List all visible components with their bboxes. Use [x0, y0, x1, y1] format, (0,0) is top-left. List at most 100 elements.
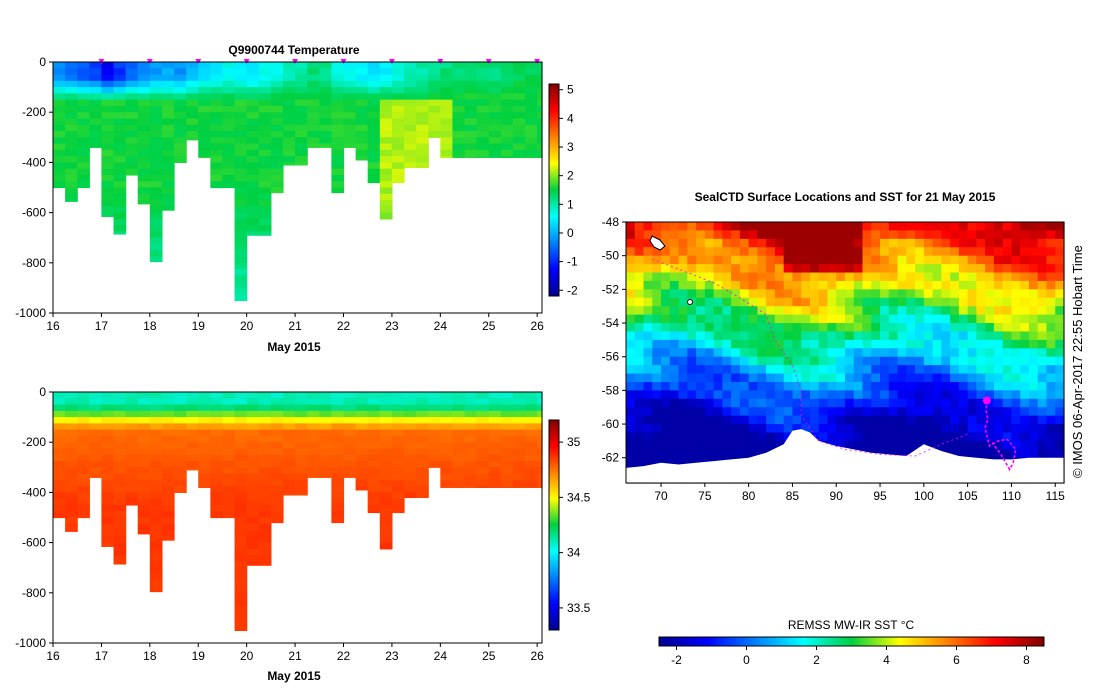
salinity-cell — [113, 473, 127, 481]
temperature-cell — [391, 124, 405, 132]
temperature-cell — [379, 156, 393, 163]
sst-cell — [1055, 356, 1065, 366]
temperature-cell — [258, 99, 272, 107]
sst-cell — [731, 314, 741, 324]
sst-cell — [809, 272, 820, 282]
temperature-cell — [65, 174, 78, 182]
temperature-cell — [404, 74, 417, 82]
sst-cell — [993, 356, 1004, 366]
sst-cell — [722, 238, 732, 248]
sst-cell — [871, 297, 881, 307]
temperature-cell — [161, 87, 175, 94]
temperature-cell — [270, 87, 284, 94]
salinity-cell — [258, 523, 272, 531]
sst-cell — [792, 356, 802, 366]
salinity-cell — [355, 392, 369, 399]
salinity-cell — [464, 479, 478, 487]
salinity-cell — [319, 392, 332, 399]
sst-colorbar-tick-label: 8 — [1023, 653, 1030, 667]
sst-cell — [634, 280, 645, 290]
sst-cell — [757, 331, 767, 341]
sst-cell — [634, 356, 645, 366]
temperature-cell — [234, 181, 248, 189]
temperature-cell — [137, 118, 151, 126]
sst-cell — [906, 365, 916, 375]
sst-cell — [713, 222, 723, 232]
temperature-cell — [161, 143, 175, 151]
salinity-cell — [258, 404, 272, 412]
sst-cell — [1046, 247, 1056, 257]
salinity-cell — [149, 423, 163, 431]
temperature-cell — [65, 193, 78, 201]
sst-cell — [1037, 297, 1048, 307]
temperature-cell — [65, 137, 78, 145]
temperature-cell — [161, 62, 175, 69]
sst-cell — [1055, 255, 1065, 265]
temperature-cell — [113, 193, 127, 201]
y-tick-label: -400 — [22, 485, 46, 499]
temperature-cell — [222, 162, 236, 170]
temperature-cell — [234, 156, 248, 163]
sst-cell — [696, 373, 706, 383]
sst-cell — [661, 297, 671, 307]
sst-cell — [687, 339, 697, 349]
sst-cell — [932, 424, 942, 434]
sst-cell — [967, 432, 977, 442]
temperature-cell — [258, 149, 272, 157]
sst-cell — [1055, 432, 1065, 442]
lon-tick-label: 115 — [1046, 489, 1065, 503]
temperature-cell — [125, 124, 139, 132]
sst-cell — [932, 432, 942, 442]
salinity-cell — [319, 461, 332, 468]
salinity-cell — [77, 404, 90, 412]
sst-cell — [634, 432, 645, 442]
salinity-cell — [161, 536, 175, 541]
sst-cell — [985, 424, 995, 434]
sst-cell — [669, 348, 680, 358]
salinity-cell — [234, 467, 248, 475]
temperature-cell — [65, 93, 78, 101]
salinity-cell — [379, 536, 393, 544]
salinity-cell — [234, 530, 248, 537]
temperature-cell — [367, 99, 381, 107]
temperature-cell — [416, 137, 429, 145]
sst-cell — [1028, 356, 1039, 366]
temperature-cell — [149, 105, 163, 113]
sst-cell — [652, 272, 662, 282]
temperature-title: Q9900744 Temperature — [228, 43, 360, 57]
salinity-cell — [125, 492, 139, 500]
sst-cell — [739, 280, 750, 290]
salinity-cell — [343, 435, 357, 443]
sst-cell — [687, 264, 697, 274]
temperature-cell — [512, 105, 526, 113]
sst-cell — [941, 331, 951, 341]
salinity-cell — [282, 479, 296, 487]
sst-cell — [845, 365, 855, 375]
temperature-cell — [210, 62, 224, 69]
sst-cell — [897, 222, 907, 232]
temperature-cell — [65, 162, 78, 170]
temperature-cell — [391, 131, 405, 138]
sst-cell — [661, 264, 671, 274]
temperature-cell — [222, 174, 236, 182]
sst-cell — [958, 390, 969, 400]
salinity-cell — [331, 461, 345, 468]
sst-cell — [932, 373, 942, 383]
temperature-cell — [125, 168, 139, 176]
sst-cell — [643, 289, 653, 299]
salinity-cell — [452, 410, 466, 418]
sst-cell — [1046, 314, 1056, 324]
sst-colorbar-label: REMSS MW-IR SST °C — [788, 618, 915, 632]
sst-cell — [809, 230, 820, 240]
salinity-cell — [65, 498, 78, 506]
sst-cell — [1002, 255, 1013, 265]
sst-cell — [774, 415, 785, 425]
salinity-cell — [65, 523, 78, 531]
sst-cell — [722, 323, 732, 333]
sst-cell — [713, 440, 723, 450]
sst-cell — [836, 440, 846, 450]
salinity-cell — [500, 404, 514, 412]
sst-cell — [871, 238, 881, 248]
sst-cell — [880, 297, 890, 307]
temperature-cell — [379, 124, 393, 132]
